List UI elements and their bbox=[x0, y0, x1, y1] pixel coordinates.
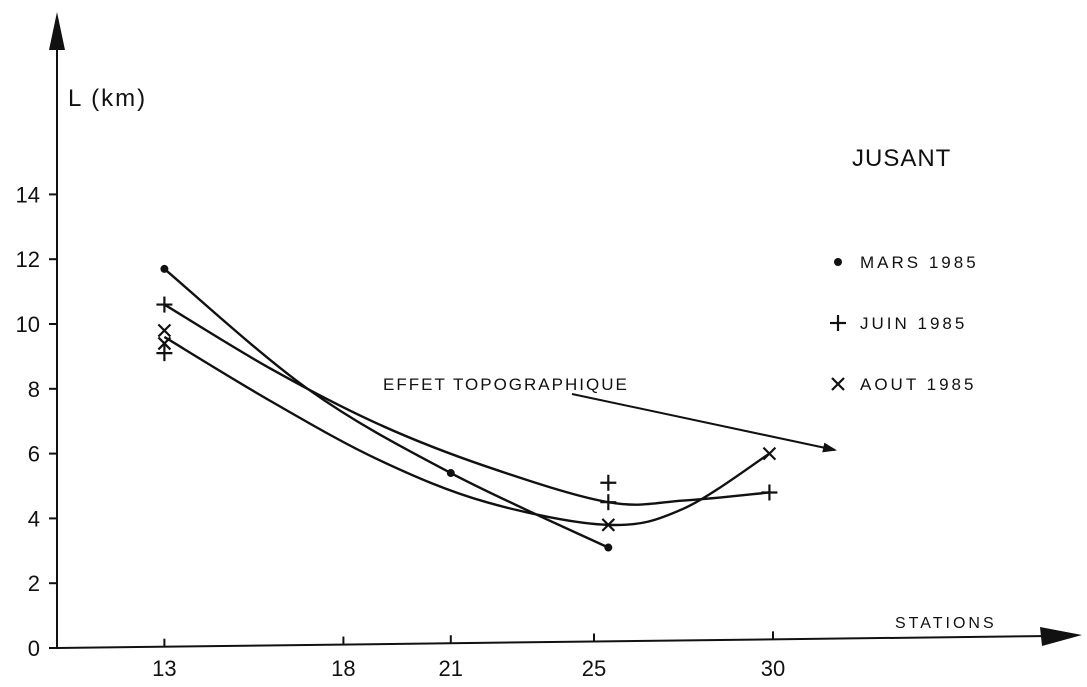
legend-marker-plus bbox=[830, 315, 846, 331]
series-line-1 bbox=[163, 267, 609, 549]
series-curves bbox=[163, 267, 771, 549]
data-point-cross bbox=[762, 446, 777, 461]
x-tick-label: 21 bbox=[439, 656, 463, 681]
data-point-plus bbox=[156, 296, 173, 313]
data-points bbox=[156, 264, 778, 552]
legend-label: JUIN 1985 bbox=[860, 314, 967, 333]
y-tick-label: 0 bbox=[28, 636, 40, 661]
x-axis-arrowhead bbox=[1040, 627, 1082, 646]
data-point-plus bbox=[600, 494, 617, 511]
legend-marker-dot bbox=[834, 258, 842, 266]
legend-marker-cross bbox=[831, 377, 845, 391]
y-axis bbox=[49, 12, 65, 648]
data-point-dot bbox=[160, 264, 169, 273]
y-tick-label: 10 bbox=[16, 312, 40, 337]
data-point-dot bbox=[604, 543, 613, 552]
y-tick-label: 2 bbox=[28, 571, 40, 596]
annotation-label: EFFET TOPOGRAPHIQUE bbox=[383, 375, 629, 394]
data-point-cross bbox=[157, 336, 172, 351]
data-point-plus bbox=[761, 484, 778, 501]
chart-title: JUSANT bbox=[852, 145, 951, 172]
legend: MARS 1985 JUIN 1985 AOUT 1985 bbox=[830, 253, 979, 394]
x-axis-label: STATIONS bbox=[895, 615, 997, 632]
legend-label: MARS 1985 bbox=[860, 253, 979, 272]
y-tick-label: 8 bbox=[28, 377, 40, 402]
x-tick-label: 13 bbox=[152, 656, 176, 681]
y-tick-label: 4 bbox=[28, 506, 40, 531]
data-point-dot bbox=[446, 469, 455, 478]
y-tick-label: 14 bbox=[16, 182, 40, 207]
data-point-cross bbox=[157, 323, 172, 338]
series-line-2 bbox=[163, 303, 770, 506]
y-tick-label: 12 bbox=[16, 247, 40, 272]
y-axis-label: L (km) bbox=[68, 85, 147, 112]
data-point-plus bbox=[600, 474, 617, 491]
x-ticks: 13 18 21 25 30 bbox=[152, 631, 785, 681]
y-axis-arrowhead bbox=[49, 12, 65, 50]
annotation: EFFET TOPOGRAPHIQUE bbox=[383, 375, 837, 453]
x-tick-label: 25 bbox=[582, 656, 606, 681]
y-ticks: 0 2 4 6 8 10 12 14 bbox=[16, 182, 57, 661]
y-tick-label: 6 bbox=[28, 442, 40, 467]
annotation-arrow bbox=[571, 393, 837, 453]
x-axis bbox=[56, 627, 1082, 649]
x-tick-label: 18 bbox=[331, 656, 355, 681]
series-line-3 bbox=[163, 335, 771, 527]
data-point-cross bbox=[601, 518, 616, 532]
legend-label: AOUT 1985 bbox=[860, 375, 976, 394]
x-tick-label: 30 bbox=[761, 656, 785, 681]
data-point-plus bbox=[156, 345, 173, 362]
